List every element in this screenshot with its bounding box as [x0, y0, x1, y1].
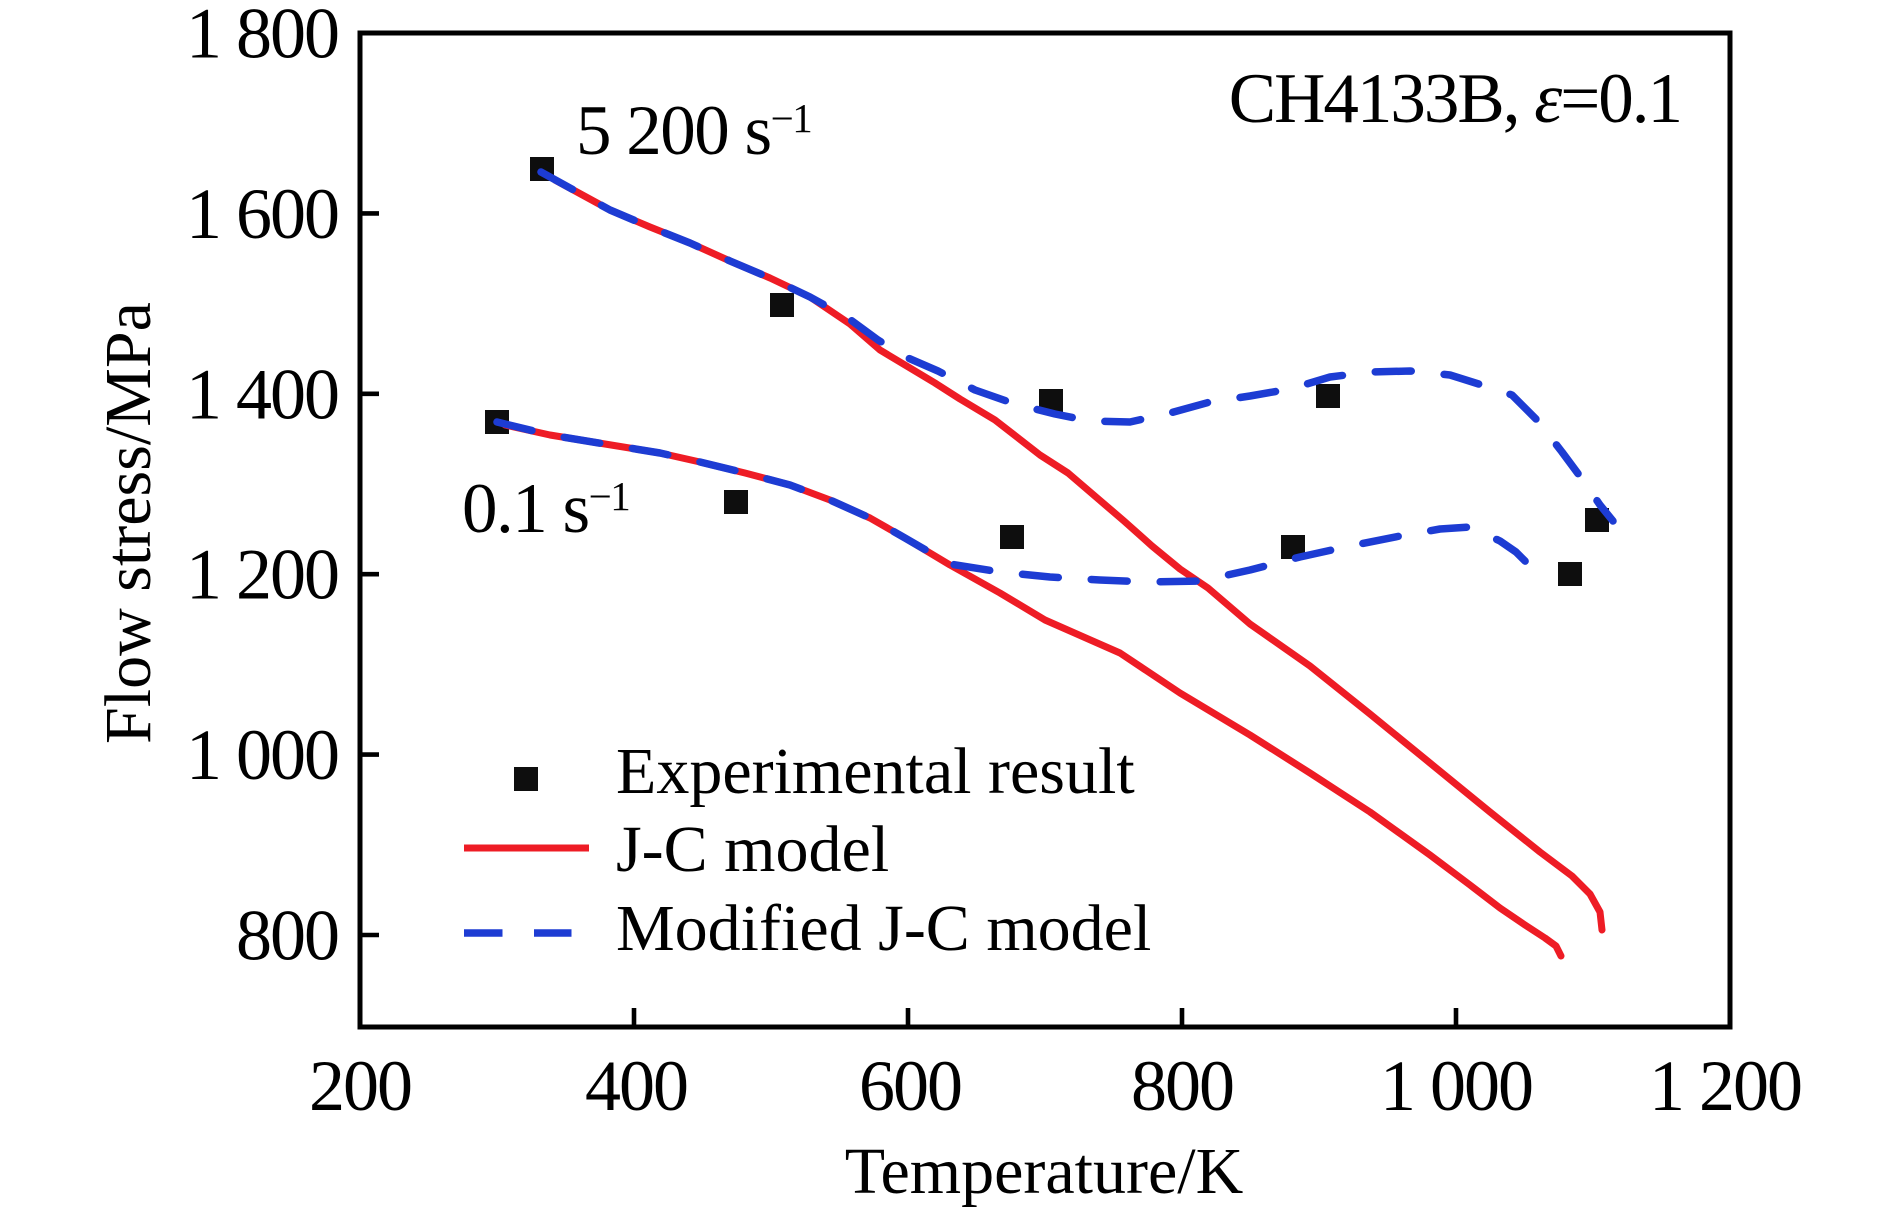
svg-text:1 200: 1 200 [1649, 1046, 1801, 1126]
svg-text:Modified J-C model: Modified J-C model [616, 892, 1151, 965]
svg-text:Experimental result: Experimental result [616, 735, 1135, 808]
svg-text:1 000: 1 000 [186, 715, 338, 795]
svg-text:5 200 s−1: 5 200 s−1 [576, 92, 811, 170]
svg-text:J-C model: J-C model [616, 813, 889, 886]
svg-text:0.1 s−1: 0.1 s−1 [462, 470, 629, 548]
svg-text:CH4133B, ε=0.1: CH4133B, ε=0.1 [1229, 60, 1681, 138]
svg-text:1 800: 1 800 [186, 0, 338, 74]
svg-text:200: 200 [309, 1046, 411, 1126]
svg-text:Flow stress/MPa: Flow stress/MPa [92, 302, 165, 744]
svg-text:1 200: 1 200 [186, 535, 338, 615]
svg-text:1 600: 1 600 [186, 174, 338, 254]
svg-text:800: 800 [236, 896, 338, 976]
svg-text:1 000: 1 000 [1380, 1046, 1532, 1126]
svg-text:800: 800 [1131, 1046, 1233, 1126]
svg-text:400: 400 [585, 1046, 687, 1126]
svg-text:600: 600 [859, 1046, 961, 1126]
svg-text:1 400: 1 400 [186, 354, 338, 434]
svg-text:Temperature/K: Temperature/K [845, 1135, 1244, 1208]
